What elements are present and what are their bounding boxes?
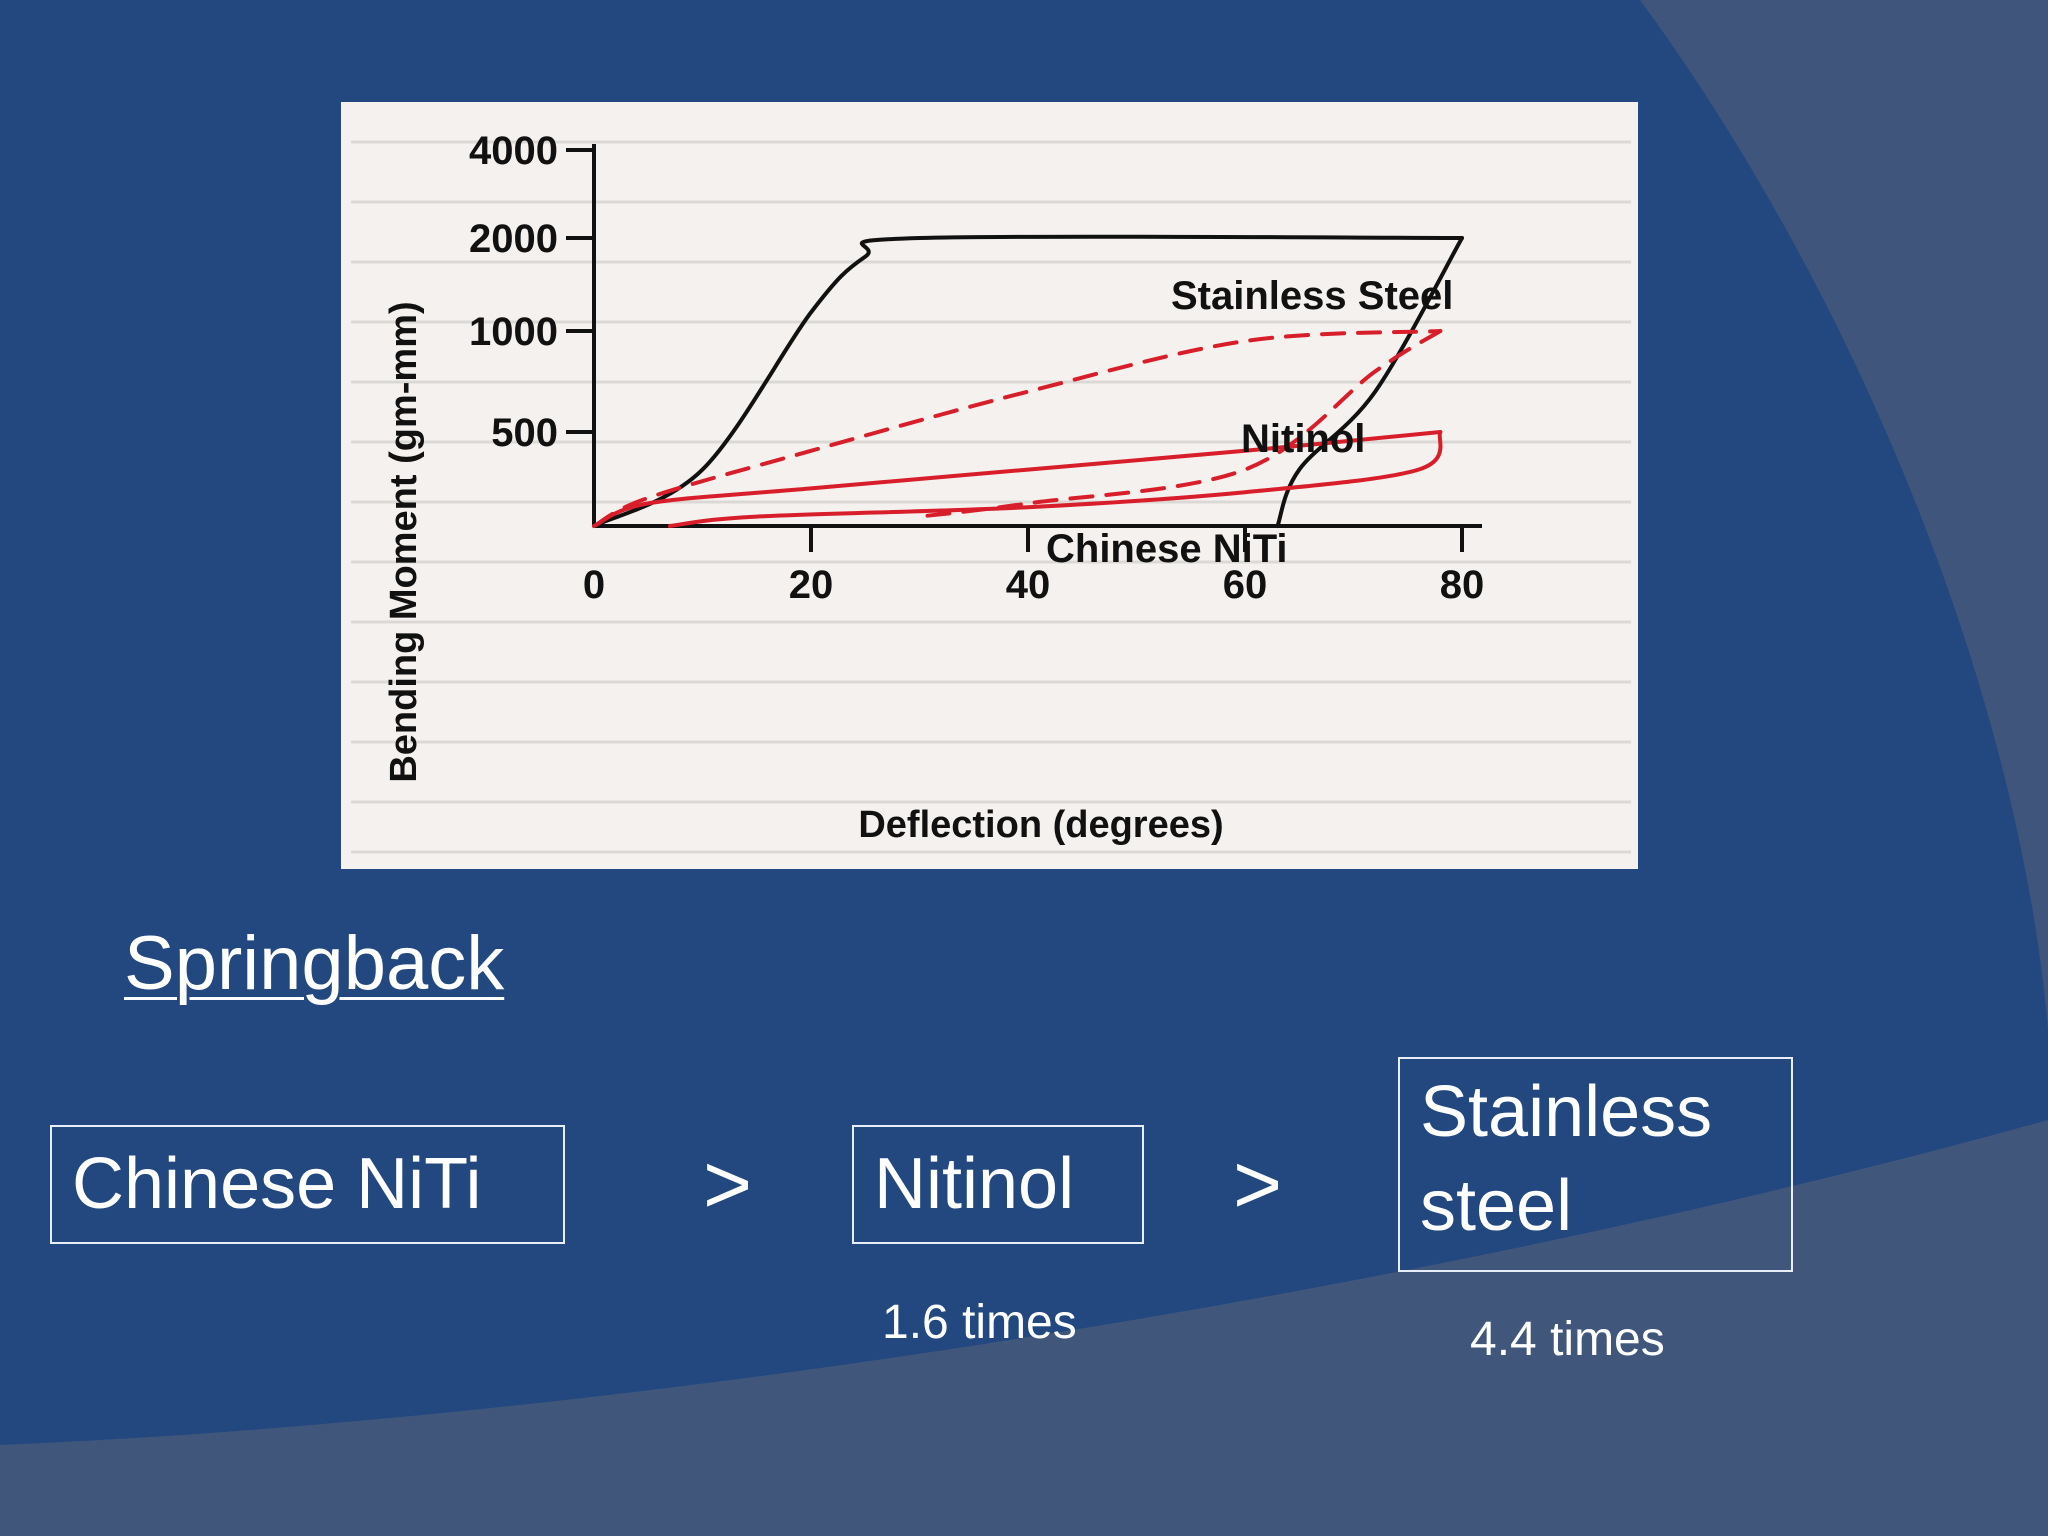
y-axis-title: Bending Moment (gm-mm)	[383, 301, 425, 782]
series-line-chinese-niti-unloading	[667, 430, 1443, 528]
x-axis-ticks: 0 20 40 60 80	[583, 526, 1484, 607]
y-axis-ticks: 4000 2000 1000 500	[469, 129, 594, 455]
series-label-stainless-steel: Stainless Steel	[1171, 274, 1453, 318]
decor-bottom-band	[0, 1120, 2048, 1536]
series-line-chinese-niti-loading	[592, 430, 1443, 528]
greater-than-symbol: >	[1233, 1137, 1283, 1231]
series-line-nitinol-loading	[592, 329, 1443, 528]
x-axis-title: Deflection (degrees)	[858, 804, 1223, 846]
series-layer	[592, 234, 1464, 528]
box-chinese-niti: Chinese NiTi	[50, 1125, 565, 1244]
greater-than-symbol: >	[703, 1137, 753, 1231]
box-stainless-steel: Stainless steel	[1398, 1057, 1793, 1272]
bending-moment-chart: 4000 2000 1000 500 0 20 40 60 80 Deflection (de…	[351, 129, 1631, 854]
series-line-stainless-steel-loading	[592, 234, 1464, 528]
series-line-stainless-steel-unloading	[1275, 236, 1464, 528]
y-tick-label: 500	[491, 411, 558, 455]
x-tick-label: 40	[1006, 563, 1051, 607]
series-chinese-niti	[592, 430, 1443, 528]
box-nitinol: Nitinol	[852, 1125, 1144, 1244]
x-tick-label: 60	[1223, 563, 1268, 607]
series-nitinol	[592, 329, 1443, 528]
box-stainless-steel-line1: Stainless	[1420, 1072, 1713, 1152]
box-stainless-steel-line2: steel	[1420, 1166, 1573, 1246]
note-stainless-ratio: 4.4 times	[1470, 1313, 1665, 1366]
chart-figure: 4000 2000 1000 500 0 20 40 60 80 Deflection (de…	[341, 102, 1638, 869]
series-stainless-steel	[592, 234, 1464, 528]
y-tick-label: 1000	[469, 310, 558, 354]
series-label-chinese-niti: Chinese NiTi	[1046, 527, 1288, 571]
note-nitinol-ratio: 1.6 times	[882, 1296, 1077, 1349]
slide-heading-springback: Springback	[124, 921, 505, 1006]
background-texture	[351, 140, 1631, 854]
axes	[592, 144, 1482, 528]
y-tick-label: 4000	[469, 129, 558, 173]
series-label-nitinol: Nitinol	[1241, 417, 1365, 461]
x-tick-label: 20	[789, 563, 834, 607]
decor-corner-arc	[1640, 0, 2048, 1030]
x-tick-label: 0	[583, 563, 605, 607]
y-tick-label: 2000	[469, 217, 558, 261]
x-tick-label: 80	[1440, 563, 1485, 607]
series-line-nitinol-unloading	[917, 329, 1443, 519]
